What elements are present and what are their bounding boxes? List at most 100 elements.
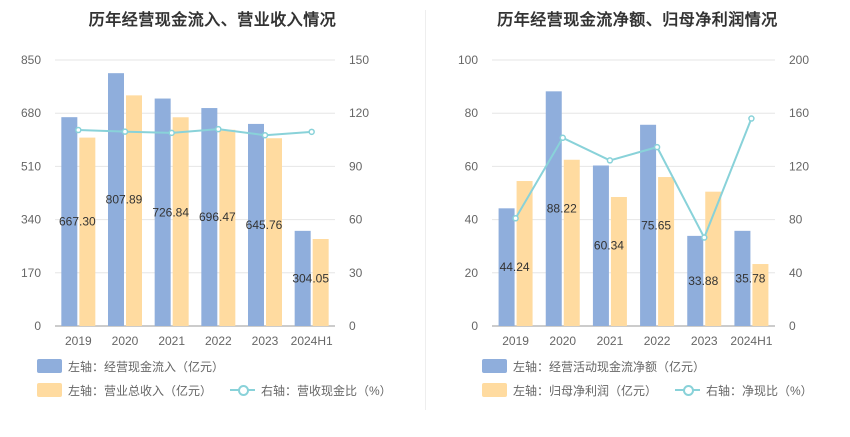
legend-label: 左轴：营业总收入（亿元）: [68, 383, 213, 398]
y-left-tick-label: 80: [465, 106, 479, 120]
x-tick-label: 2022: [205, 334, 232, 348]
bar-data-label: 60.34: [594, 239, 624, 253]
legend-item-cash-inflow[interactable]: 左轴：经营现金流入（亿元）: [37, 357, 224, 375]
bar-primary: [61, 117, 78, 327]
series-line: [78, 128, 312, 137]
line-point: [261, 131, 269, 139]
bar-primary: [498, 208, 515, 326]
bar-primary: [592, 165, 609, 326]
legend-swatch-bar: [37, 359, 62, 373]
series-line: [514, 118, 753, 240]
bar-secondary: [705, 191, 722, 326]
y-left-tick-label: 850: [21, 53, 41, 67]
bar-data-label: 807.89: [106, 193, 143, 207]
y-left-tick-label: 0: [471, 319, 478, 333]
bar-secondary: [563, 159, 580, 326]
bar-secondary: [266, 138, 282, 326]
bar-secondary: [752, 264, 769, 326]
bar-primary: [545, 91, 562, 326]
legend-swatch-bar: [482, 383, 507, 397]
line-point: [748, 115, 755, 122]
bar-primary: [154, 98, 171, 326]
bar-primary: [640, 124, 657, 326]
y-right-tick-label: 80: [789, 213, 803, 227]
bar-primary: [201, 108, 218, 326]
chart-title: 历年经营现金流净额、归母净利润情况: [497, 12, 778, 29]
bar-data-label: 75.65: [641, 218, 671, 232]
y-left-tick-label: 510: [21, 159, 41, 173]
y-right-tick-label: 150: [349, 53, 369, 67]
bar-secondary: [79, 137, 96, 326]
y-left-tick-label: 60: [465, 159, 479, 173]
x-tick-label: 2024H1: [291, 334, 333, 348]
bar-secondary: [126, 95, 142, 326]
bar-secondary: [516, 181, 533, 326]
bar-secondary: [610, 196, 627, 326]
x-tick-label: 2019: [65, 334, 92, 348]
y-left-tick-label: 680: [21, 106, 41, 120]
x-tick-label: 2024H1: [730, 334, 772, 348]
bar-primary: [687, 235, 704, 326]
bar-primary: [108, 73, 124, 327]
x-tick-label: 2021: [158, 334, 185, 348]
y-left-tick-label: 170: [21, 266, 41, 280]
chart-title: 历年经营现金流入、营业收入情况: [88, 12, 337, 29]
x-tick-label: 2023: [691, 334, 718, 348]
chart-plot-area: 0 170 340 510 680 850 0 30 60 90 120 150 2019 2020 202…: [21, 53, 369, 348]
y-left-tick-label: 0: [34, 319, 41, 333]
legend-label: 右轴：净现比（%）: [706, 383, 813, 398]
line-point: [512, 215, 519, 222]
x-tick-label: 2021: [597, 334, 624, 348]
line-point: [701, 234, 708, 241]
line-point: [75, 126, 82, 134]
legend-label: 左轴：经营活动现金流净额（亿元）: [513, 359, 706, 374]
y-right-tick-label: 120: [349, 106, 369, 120]
line-point: [559, 134, 566, 142]
legend-item-ratio[interactable]: 右轴：营收现金比（%）: [230, 382, 392, 399]
legend-swatch-line: [230, 383, 256, 397]
legend-item-net-cash-ratio[interactable]: 右轴：净现比（%）: [675, 382, 813, 399]
legend-swatch-line: [675, 383, 701, 397]
legend-item-net-cashflow[interactable]: 左轴：经营活动现金流净额（亿元）: [482, 357, 705, 375]
x-tick-label: 2020: [549, 334, 576, 348]
legend-item-net-profit[interactable]: 左轴：归母净利润（亿元）: [482, 382, 657, 399]
legend-item-revenue[interactable]: 左轴：营业总收入（亿元）: [37, 382, 212, 399]
legend-swatch-bar: [37, 383, 62, 397]
panel-divider: [425, 10, 426, 410]
bar-data-label: 44.24: [500, 260, 530, 274]
y-left-tick-label: 20: [465, 266, 479, 280]
line-point: [168, 129, 175, 137]
bar-data-label: 696.47: [199, 210, 236, 224]
x-tick-label: 2023: [252, 334, 279, 348]
legend-row-secondary: 左轴：归母净利润（亿元） 右轴：净现比（%）: [482, 381, 813, 399]
x-tick-label: 2022: [644, 334, 671, 348]
bar-data-label: 304.05: [292, 271, 329, 285]
line-point: [121, 128, 129, 135]
bar-data-label: 726.84: [152, 205, 189, 219]
chart-panel-netcash-profit: 历年经营现金流净额、归母净利润情况 0 20 40 60 80 100 0 40 80 120 16…: [425, 0, 850, 437]
bar-primary: [248, 123, 264, 327]
legend-label: 左轴：归母净利润（亿元）: [513, 383, 658, 398]
line-point: [606, 157, 614, 164]
bar-data-label: 88.22: [547, 202, 577, 216]
y-right-tick-label: 90: [349, 159, 363, 173]
bar-data-label: 33.88: [688, 274, 718, 288]
y-right-tick-label: 40: [789, 266, 803, 280]
line-point: [215, 125, 222, 133]
legend-label: 右轴：营收现金比（%）: [261, 383, 392, 398]
bar-data-label: 667.30: [59, 215, 96, 229]
y-right-tick-label: 60: [349, 213, 363, 227]
y-right-tick-label: 0: [349, 319, 356, 333]
bar-secondary: [658, 177, 675, 326]
line-point: [653, 143, 661, 151]
y-right-tick-label: 0: [789, 319, 796, 333]
y-right-tick-label: 200: [789, 53, 809, 67]
bar-primary: [734, 230, 751, 326]
x-tick-label: 2020: [112, 334, 139, 348]
y-right-tick-label: 30: [349, 266, 363, 280]
line-point: [308, 128, 315, 136]
x-tick-label: 2019: [502, 334, 529, 348]
legend-row-secondary: 左轴：营业总收入（亿元） 右轴：营收现金比（%）: [37, 381, 392, 399]
bar-data-label: 35.78: [735, 271, 765, 285]
bar-primary: [294, 230, 311, 326]
